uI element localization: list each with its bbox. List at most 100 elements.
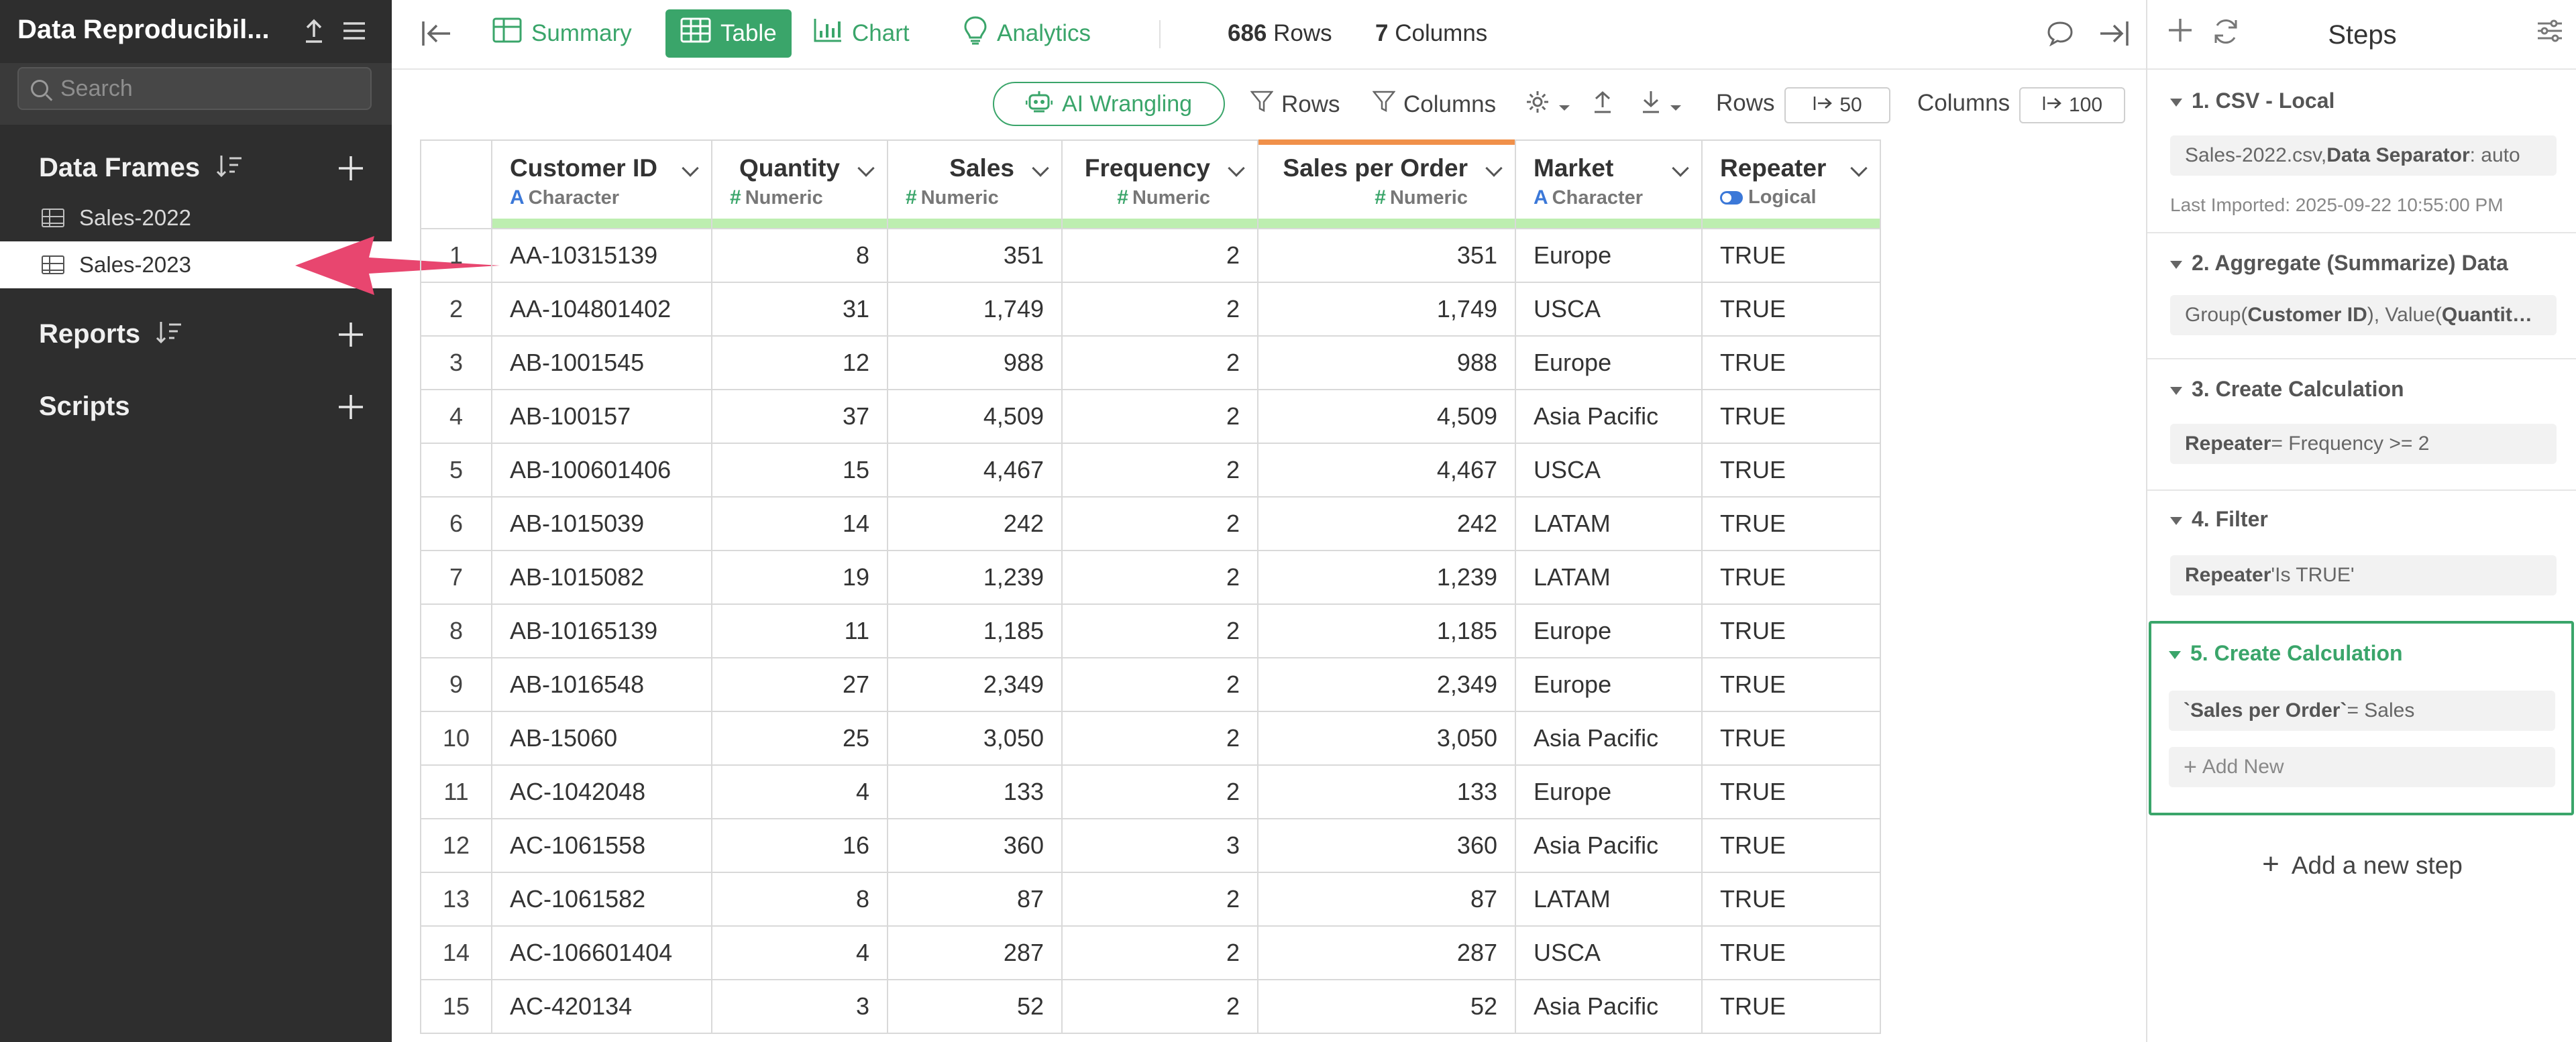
table-cell[interactable]: USCA xyxy=(1515,282,1703,337)
table-cell[interactable]: AA-104801402 xyxy=(491,282,712,337)
table-cell[interactable]: 87 xyxy=(1257,872,1516,927)
table-cell[interactable]: 4,467 xyxy=(1257,443,1516,498)
table-cell[interactable]: TRUE xyxy=(1701,496,1881,551)
rows-filter-button[interactable]: Rows xyxy=(1250,90,1340,119)
data-frame-item-active[interactable]: Sales-2023 xyxy=(0,241,392,288)
table-cell[interactable]: AB-1015082 xyxy=(491,550,712,605)
add-new-step-button[interactable]: + Add a new step xyxy=(2262,848,2463,880)
step-title[interactable]: 4. Filter xyxy=(2170,507,2268,532)
table-cell[interactable]: 1,185 xyxy=(1257,603,1516,658)
table-cell[interactable]: AB-10165139 xyxy=(491,603,712,658)
table-cell[interactable]: 2 xyxy=(1061,282,1258,337)
table-cell[interactable]: 287 xyxy=(1257,925,1516,980)
table-cell[interactable]: 133 xyxy=(1257,764,1516,819)
table-cell[interactable]: AB-15060 xyxy=(491,711,712,766)
table-cell[interactable]: Europe xyxy=(1515,228,1703,283)
table-cell[interactable]: Europe xyxy=(1515,657,1703,712)
table-cell[interactable]: Asia Pacific xyxy=(1515,979,1703,1034)
column-header[interactable]: Sales # Numeric xyxy=(887,139,1063,229)
table-cell[interactable]: 2,349 xyxy=(1257,657,1516,712)
table-cell[interactable]: TRUE xyxy=(1701,335,1881,390)
table-cell[interactable]: 2 xyxy=(1061,443,1258,498)
table-cell[interactable]: 12 xyxy=(711,335,888,390)
column-header-selected[interactable]: Sales per Order # Numeric xyxy=(1257,139,1516,229)
table-row[interactable]: 2 AA-104801402 31 1,749 2 1,749 USCA TRUE xyxy=(420,282,1881,337)
table-row[interactable]: 11 AC-1042048 4 133 2 133 Europe TRUE xyxy=(420,764,1881,819)
table-cell[interactable]: AC-1061582 xyxy=(491,872,712,927)
table-cell[interactable]: 2 xyxy=(1061,711,1258,766)
upload-icon[interactable] xyxy=(299,15,329,47)
table-cell[interactable]: 4 xyxy=(711,764,888,819)
table-cell[interactable]: 3 xyxy=(1061,818,1258,873)
table-row[interactable]: 15 AC-420134 3 52 2 52 Asia Pacific TRUE xyxy=(420,979,1881,1034)
table-cell[interactable]: 242 xyxy=(1257,496,1516,551)
step-detail[interactable]: Repeater = Frequency >= 2 xyxy=(2170,424,2557,464)
table-cell[interactable]: LATAM xyxy=(1515,496,1703,551)
table-cell[interactable]: Asia Pacific xyxy=(1515,711,1703,766)
table-cell[interactable]: TRUE xyxy=(1701,764,1881,819)
download-dropdown[interactable] xyxy=(1641,90,1682,120)
table-row[interactable]: 5 AB-100601406 15 4,467 2 4,467 USCA TRUE xyxy=(420,443,1881,498)
table-row[interactable]: 4 AB-100157 37 4,509 2 4,509 Asia Pacific TRUE xyxy=(420,389,1881,444)
table-cell[interactable]: 2 xyxy=(1061,496,1258,551)
table-cell[interactable]: 14 xyxy=(711,496,888,551)
table-row[interactable]: 3 AB-1001545 12 988 2 988 Europe TRUE xyxy=(420,335,1881,390)
rows-limit-input[interactable]: 50 xyxy=(1784,87,1890,123)
refresh-icon[interactable] xyxy=(2212,17,2240,52)
table-cell[interactable]: 4 xyxy=(711,925,888,980)
table-cell[interactable]: 1,185 xyxy=(887,603,1063,658)
menu-icon[interactable] xyxy=(339,15,369,47)
table-cell[interactable]: Europe xyxy=(1515,603,1703,658)
comment-icon[interactable] xyxy=(2043,16,2077,51)
table-cell[interactable]: 87 xyxy=(887,872,1063,927)
sort-icon[interactable] xyxy=(216,153,243,185)
table-cell[interactable]: 988 xyxy=(1257,335,1516,390)
table-cell[interactable]: Europe xyxy=(1515,335,1703,390)
columns-filter-button[interactable]: Columns xyxy=(1372,90,1496,119)
table-cell[interactable]: USCA xyxy=(1515,443,1703,498)
table-row[interactable]: 1 AA-10315139 8 351 2 351 Europe TRUE xyxy=(420,228,1881,283)
add-new-detail-button[interactable]: + Add New xyxy=(2169,747,2555,787)
table-cell[interactable]: 1,239 xyxy=(1257,550,1516,605)
step-title[interactable]: 3. Create Calculation xyxy=(2170,377,2404,402)
table-cell[interactable]: 4,509 xyxy=(887,389,1063,444)
column-header[interactable]: Customer ID A Character xyxy=(491,139,712,229)
table-cell[interactable]: 8 xyxy=(711,228,888,283)
table-cell[interactable]: 2 xyxy=(1061,603,1258,658)
tab-chart[interactable]: Chart xyxy=(798,9,924,58)
sliders-icon[interactable] xyxy=(2536,17,2563,50)
data-frame-item[interactable]: Sales-2022 xyxy=(0,194,392,241)
column-header[interactable]: Repeater Logical xyxy=(1701,139,1881,229)
table-cell[interactable]: TRUE xyxy=(1701,657,1881,712)
table-cell[interactable]: Asia Pacific xyxy=(1515,389,1703,444)
table-cell[interactable]: TRUE xyxy=(1701,282,1881,337)
table-cell[interactable]: 2 xyxy=(1061,872,1258,927)
table-cell[interactable]: AC-106601404 xyxy=(491,925,712,980)
step-detail[interactable]: `Sales per Order` = Sales xyxy=(2169,691,2555,731)
table-cell[interactable]: TRUE xyxy=(1701,603,1881,658)
search-input[interactable] xyxy=(60,75,362,102)
table-cell[interactable]: 2 xyxy=(1061,389,1258,444)
table-cell[interactable]: TRUE xyxy=(1701,389,1881,444)
table-cell[interactable]: 27 xyxy=(711,657,888,712)
table-row[interactable]: 10 AB-15060 25 3,050 2 3,050 Asia Pacific TRUE xyxy=(420,711,1881,766)
step-detail[interactable]: Sales-2022.csv, Data Separator: auto xyxy=(2170,135,2557,176)
table-row[interactable]: 6 AB-1015039 14 242 2 242 LATAM TRUE xyxy=(420,496,1881,551)
ai-wrangling-button[interactable]: AI Wrangling xyxy=(993,82,1225,126)
table-cell[interactable]: 16 xyxy=(711,818,888,873)
table-cell[interactable]: 3,050 xyxy=(887,711,1063,766)
sort-icon[interactable] xyxy=(156,319,182,351)
table-cell[interactable]: 1,239 xyxy=(887,550,1063,605)
table-row[interactable]: 8 AB-10165139 11 1,185 2 1,185 Europe TRUE xyxy=(420,603,1881,658)
column-header[interactable]: Market A Character xyxy=(1515,139,1703,229)
step-title[interactable]: 5. Create Calculation xyxy=(2169,641,2403,666)
table-cell[interactable]: 2 xyxy=(1061,335,1258,390)
search-box[interactable] xyxy=(17,67,372,110)
table-cell[interactable]: 11 xyxy=(711,603,888,658)
table-cell[interactable]: AC-1061558 xyxy=(491,818,712,873)
table-cell[interactable]: Asia Pacific xyxy=(1515,818,1703,873)
table-cell[interactable]: 287 xyxy=(887,925,1063,980)
table-cell[interactable]: 2,349 xyxy=(887,657,1063,712)
collapse-right-icon[interactable] xyxy=(2096,16,2132,51)
table-cell[interactable]: AC-420134 xyxy=(491,979,712,1034)
